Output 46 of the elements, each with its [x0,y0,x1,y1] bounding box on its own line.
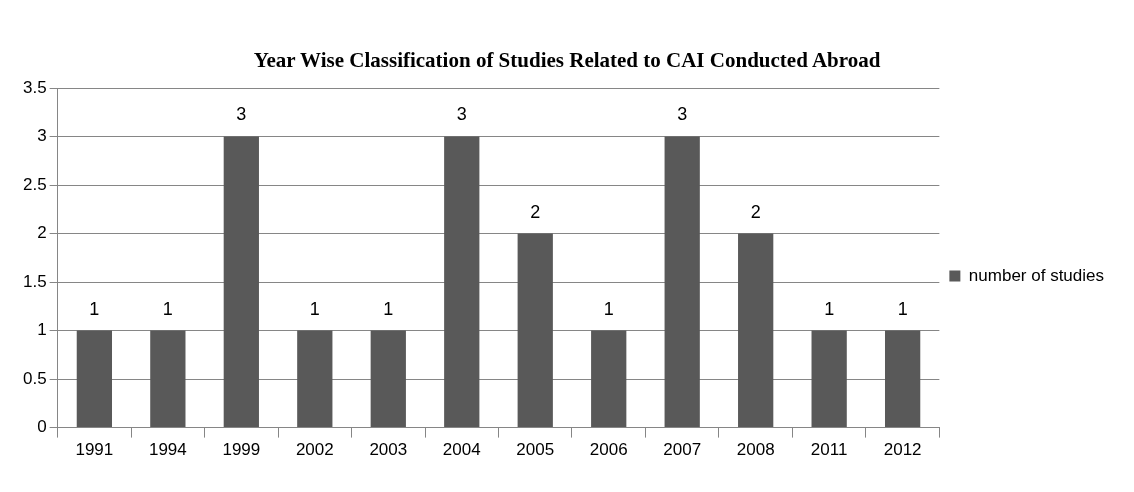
y-tick-label: 3.5 [22,77,47,97]
y-tick-label: 1.5 [22,271,47,291]
bar [885,330,921,428]
data-label: 1 [824,298,835,319]
data-label: 1 [603,298,614,319]
x-tick-label: 2007 [663,440,702,460]
x-tick-label: 1994 [148,440,187,460]
y-tick-label: 3 [37,126,47,146]
bar [811,330,847,428]
bar [591,330,627,428]
bar [664,136,700,428]
x-tick-label: 2002 [295,440,334,460]
bar [370,330,406,428]
legend-label: number of studies [968,265,1105,285]
x-tick-label: 2011 [810,440,848,460]
bar [444,136,480,428]
y-tick-label: 2.5 [22,174,47,194]
x-tick-label: 2012 [883,440,922,460]
bar [150,330,186,428]
bar [297,330,333,428]
x-tick-label: 2003 [369,440,408,460]
bar [223,136,259,428]
bar [738,233,774,428]
x-tick-label: 1991 [75,440,114,460]
data-label: 3 [677,104,688,125]
x-tick-label: 2004 [442,440,481,460]
data-label: 2 [530,201,541,222]
x-tick-label: 2005 [516,440,555,460]
data-label: 1 [89,298,100,319]
y-tick-label: 2 [37,223,47,243]
data-label: 1 [383,298,394,319]
x-tick-label: 2008 [736,440,775,460]
data-label: 1 [309,298,320,319]
y-tick-label: 0 [37,417,47,437]
chart-title: Year Wise Classification of Studies Related to CAI Conducted Abroad [252,48,882,73]
data-label: 3 [456,104,467,125]
data-label: 2 [750,201,761,222]
x-tick-label: 1999 [222,440,261,460]
data-label: 3 [236,104,247,125]
bar [517,233,553,428]
bar [76,330,113,428]
y-tick-label: 1 [37,320,47,340]
y-tick-label: 0.5 [22,368,47,388]
x-tick-label: 2006 [589,440,628,460]
data-label: 1 [162,298,173,319]
data-label: 1 [897,298,908,319]
